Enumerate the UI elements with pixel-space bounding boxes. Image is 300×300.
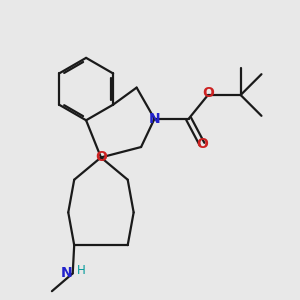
Text: O: O <box>196 137 208 151</box>
Text: H: H <box>77 265 85 278</box>
Text: N: N <box>60 266 72 280</box>
Text: N: N <box>148 112 160 126</box>
Text: O: O <box>95 150 107 164</box>
Text: O: O <box>202 85 214 100</box>
